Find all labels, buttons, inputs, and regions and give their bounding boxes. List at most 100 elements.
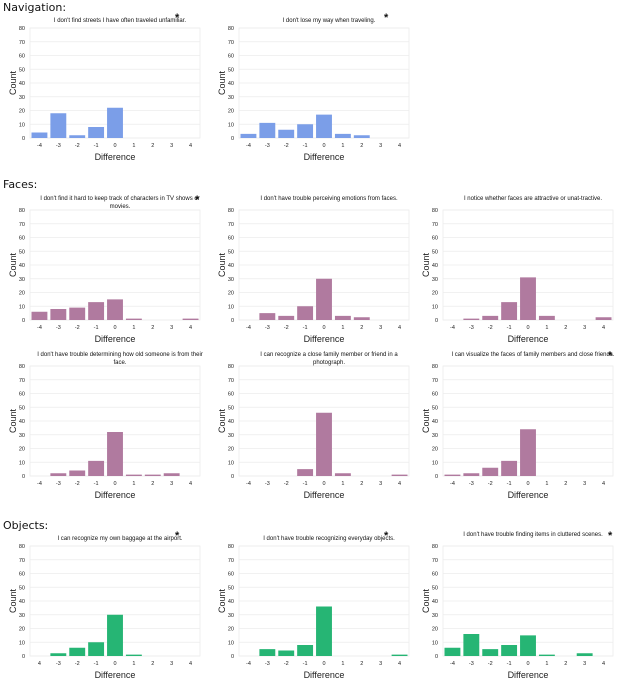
y-tick-label: 50 (19, 405, 25, 411)
y-axis-label: Count (8, 253, 18, 278)
x-tick-label: -4 (246, 143, 251, 149)
bar (538, 315, 555, 320)
chart-svg: 0 10 20 30 40 50 60 70 80 4 -3 -2 -1 0 1 2 3 4 Difference C… (8, 544, 201, 680)
x-axis-label: Difference (304, 334, 345, 344)
x-tick-label: 1 (132, 325, 135, 331)
x-tick-label: 0 (526, 661, 529, 667)
y-tick-label: 0 (435, 474, 438, 480)
x-tick-label: -3 (56, 143, 61, 149)
bar (69, 470, 86, 476)
y-tick-label: 70 (19, 558, 25, 564)
y-tick-label: 0 (22, 474, 25, 480)
bar (69, 135, 86, 138)
x-tick-label: 1 (341, 481, 344, 487)
y-tick-label: 20 (228, 447, 234, 453)
y-tick-label: 40 (228, 419, 234, 425)
bar (125, 654, 142, 656)
x-tick-label: 3 (379, 143, 382, 149)
x-tick-label: 4 (189, 143, 192, 149)
y-tick-label: 70 (19, 378, 25, 384)
x-tick-label: 0 (526, 325, 529, 331)
x-tick-label: -4 (450, 661, 455, 667)
x-tick-label: -2 (75, 481, 80, 487)
y-tick-label: 10 (228, 640, 234, 646)
x-tick-label: 1 (132, 661, 135, 667)
bar (316, 606, 332, 656)
y-tick-label: 40 (19, 263, 25, 269)
x-tick-label: -4 (246, 661, 251, 667)
chart-panel: I can recognize my own baggage at the ai… (5, 530, 205, 682)
x-tick-label: -2 (284, 661, 289, 667)
x-tick-label: 0 (322, 661, 325, 667)
x-tick-label: 0 (113, 325, 116, 331)
x-tick-label: 3 (583, 325, 586, 331)
x-axis-label: Difference (95, 670, 136, 680)
x-tick-label: 3 (379, 481, 382, 487)
chart-panel: I don't have trouble recognizing everyda… (214, 530, 414, 682)
bar (69, 647, 86, 656)
bar (501, 302, 518, 320)
y-tick-label: 70 (228, 378, 234, 384)
bar (107, 107, 123, 138)
bar (50, 309, 67, 320)
y-tick-label: 20 (228, 627, 234, 633)
x-tick-label: 0 (113, 143, 116, 149)
chart-panel: I don't have trouble determining how old… (5, 352, 205, 502)
y-tick-label: 80 (19, 208, 25, 214)
y-tick-label: 60 (19, 572, 25, 578)
chart-svg: 0 10 20 30 40 50 60 70 80 -4 -3 -2 -1 0 1 2 3 4 Difference… (217, 544, 410, 680)
y-tick-label: 80 (432, 208, 438, 214)
x-tick-label: 1 (341, 143, 344, 149)
y-tick-label: 60 (228, 236, 234, 242)
y-tick-label: 10 (19, 640, 25, 646)
x-tick-label: 4 (398, 661, 401, 667)
bar (463, 318, 480, 320)
bar (50, 653, 67, 656)
x-tick-label: 1 (132, 143, 135, 149)
chart-svg: 0 10 20 30 40 50 60 70 80 -4 -3 -2 -1 0 1 2 3 4 Difference… (421, 208, 614, 344)
x-tick-label: -4 (450, 481, 455, 487)
y-tick-label: 50 (432, 405, 438, 411)
significance-star-icon: * (175, 12, 180, 24)
x-tick-label: 4 (602, 661, 605, 667)
bar (501, 645, 518, 656)
y-axis-label: Count (421, 253, 431, 278)
bar (463, 473, 480, 476)
y-tick-label: 30 (432, 613, 438, 619)
x-axis-label: Difference (304, 152, 345, 162)
y-tick-label: 60 (432, 392, 438, 398)
x-tick-label: 0 (113, 661, 116, 667)
bar (520, 635, 536, 656)
y-tick-label: 70 (432, 558, 438, 564)
y-tick-label: 50 (19, 585, 25, 591)
x-tick-label: 4 (398, 325, 401, 331)
bar (88, 460, 105, 476)
x-tick-label: -3 (469, 481, 474, 487)
y-tick-label: 10 (432, 640, 438, 646)
x-tick-label: 2 (360, 661, 363, 667)
x-tick-label: -3 (469, 325, 474, 331)
x-tick-label: -2 (75, 325, 80, 331)
chart-svg: 0 10 20 30 40 50 60 70 80 -4 -3 -2 -1 0 1 2 3 4 Difference… (421, 364, 614, 500)
bar (353, 317, 370, 320)
y-tick-label: 10 (19, 304, 25, 310)
bar (88, 302, 105, 320)
y-tick-label: 20 (228, 291, 234, 297)
y-axis-label: Count (8, 589, 18, 614)
bar (520, 277, 536, 320)
x-tick-label: 0 (322, 143, 325, 149)
x-tick-label: 1 (545, 325, 548, 331)
y-tick-label: 40 (19, 81, 25, 87)
x-tick-label: -2 (75, 143, 80, 149)
x-tick-label: -3 (469, 661, 474, 667)
x-tick-label: 1 (132, 481, 135, 487)
bar (88, 127, 105, 138)
x-tick-label: 0 (113, 481, 116, 487)
chart-svg: 0 10 20 30 40 50 60 70 80 -4 -3 -2 -1 0 1 2 3 4 Difference… (217, 26, 410, 162)
chart-svg: 0 10 20 30 40 50 60 70 80 -4 -3 -2 -1 0 1 2 3 4 Difference… (8, 26, 201, 162)
y-tick-label: 0 (22, 654, 25, 660)
chart-panel: I don't find streets I have often travel… (5, 12, 205, 164)
y-tick-label: 50 (19, 67, 25, 73)
y-tick-label: 30 (432, 433, 438, 439)
y-tick-label: 80 (432, 364, 438, 370)
